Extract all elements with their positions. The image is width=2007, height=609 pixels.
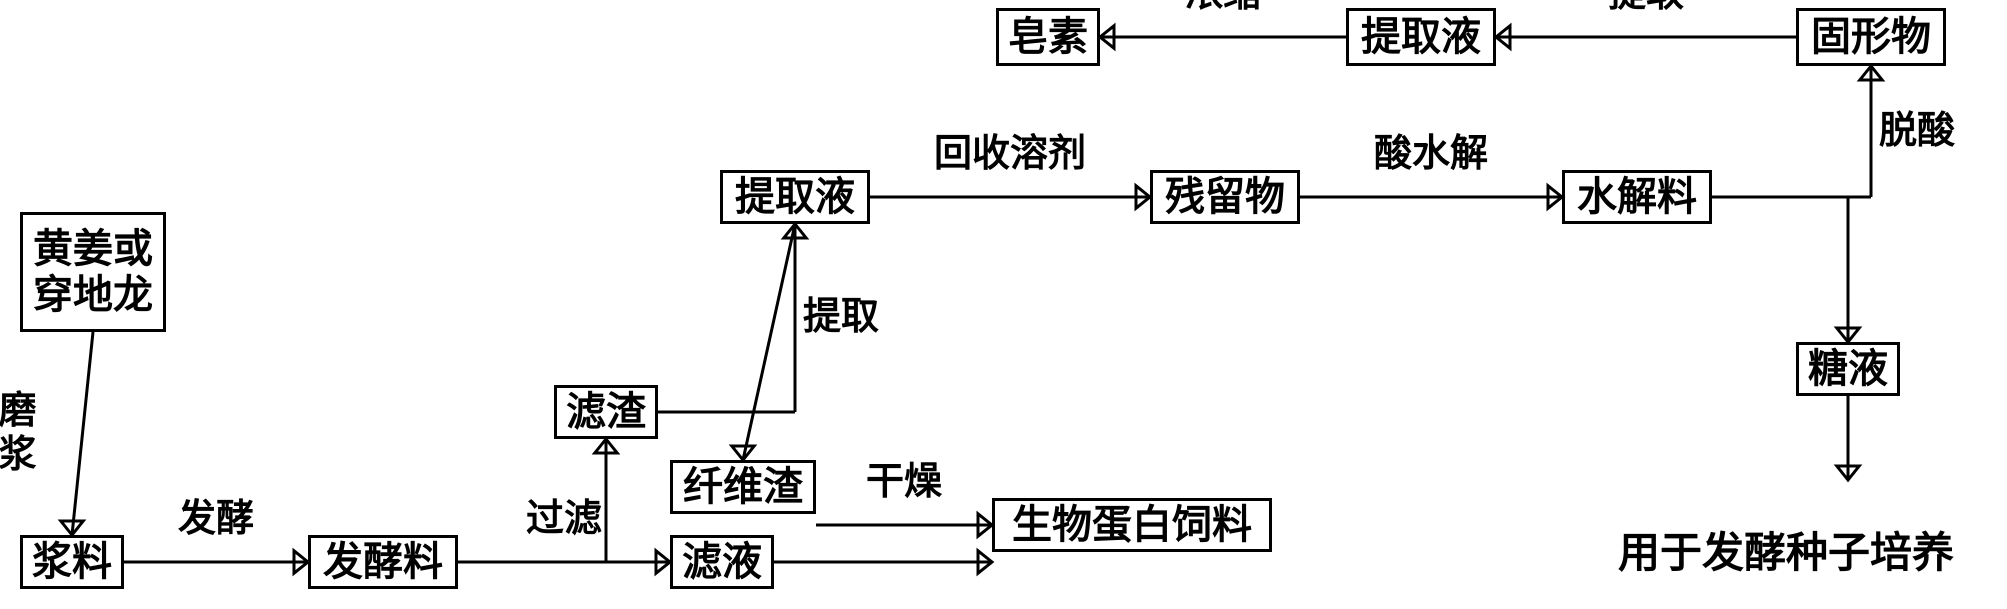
node-residue: 滤渣 [554, 385, 658, 439]
edge-label: 过滤 [526, 498, 602, 542]
node-remain: 残留物 [1150, 170, 1300, 224]
node-solid: 固形物 [1796, 8, 1946, 66]
edge-label: 发酵 [178, 498, 254, 542]
node-feed: 生物蛋白饲料 [992, 498, 1272, 552]
node-slurry: 浆料 [20, 535, 124, 589]
edge-label: 提取 [1608, 0, 1684, 17]
free-label: 用于发酵种子培养 [1618, 530, 1954, 578]
edge-label: 浓缩 [1185, 0, 1261, 17]
node-ferment: 发酵料 [308, 535, 458, 589]
node-filtrate: 滤液 [670, 535, 774, 589]
edge-label: 提取 [803, 296, 879, 340]
node-hydrolyzed: 水解料 [1562, 170, 1712, 224]
edge-label: 粉磨 碎浆 [0, 390, 37, 477]
node-saponin: 皂素 [996, 8, 1100, 66]
edge-label: 回收溶剂 [934, 133, 1086, 177]
edge-label: 干燥 [866, 461, 942, 505]
node-extract: 提取液 [720, 170, 870, 224]
node-sugar: 糖液 [1796, 342, 1900, 396]
edge-label: 酸水解 [1374, 133, 1488, 177]
edge-label: 脱酸 [1879, 110, 1955, 154]
node-raw: 黄姜或 穿地龙 [20, 212, 166, 332]
node-fiber: 纤维渣 [670, 460, 816, 514]
node-ext2: 提取液 [1346, 8, 1496, 66]
flowchart-canvas: 黄姜或 穿地龙浆料发酵料滤渣滤液纤维渣生物蛋白饲料提取液残留物水解料固形物提取液… [0, 0, 2007, 609]
